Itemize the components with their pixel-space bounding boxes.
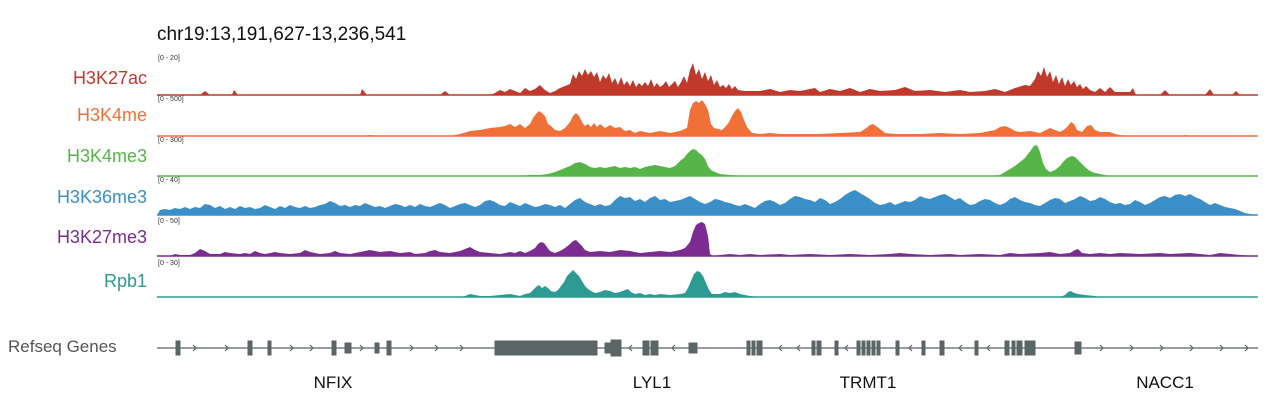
exon: [861, 340, 866, 356]
signal-h3k36me3: [157, 190, 1258, 215]
exon: [974, 340, 979, 356]
exon: [816, 340, 822, 356]
range-label-rpb1: [0 - 30]: [158, 260, 180, 267]
range-label-h3k4me: [0 - 500]: [158, 96, 184, 103]
signal-rpb1: [157, 270, 1258, 297]
exon: [895, 340, 900, 356]
gene-label-lyl1: LYL1: [632, 373, 672, 392]
exon: [939, 340, 945, 356]
track-label-h3k36me3: H3K36me3: [56, 187, 147, 207]
exon: [1004, 340, 1010, 356]
exon: [386, 340, 392, 356]
exon: [1016, 340, 1023, 356]
track-h3k4me3: [157, 145, 1258, 177]
exon: [856, 340, 861, 356]
refseq-genes-track: [157, 339, 1258, 357]
exon: [650, 340, 659, 356]
range-label-h3k27ac: [0 - 20]: [158, 55, 180, 62]
exon: [344, 342, 352, 354]
exon: [1024, 340, 1036, 356]
exon: [876, 340, 881, 356]
exon: [751, 340, 756, 356]
signal-h3k27ac: [157, 63, 1258, 95]
exon: [921, 340, 926, 356]
exon: [871, 340, 876, 356]
track-label-h3k27me3: H3K27me3: [56, 227, 147, 247]
exon: [610, 339, 622, 357]
strand-arrows-reverse: [628, 344, 991, 352]
signal-h3k4me: [157, 100, 1258, 136]
track-label-h3k4me3: H3K4me3: [66, 146, 147, 166]
exon: [494, 340, 598, 356]
gene-label-trmt1: TRMT1: [839, 373, 897, 392]
strand-arrows-forward: [192, 344, 1249, 352]
range-label-h3k36me3: [0 - 40]: [158, 177, 180, 184]
exon: [688, 342, 698, 354]
exon: [374, 342, 380, 354]
exon: [746, 340, 751, 356]
exon: [866, 340, 871, 356]
exon: [267, 340, 272, 356]
exon: [604, 342, 612, 354]
range-label-h3k27me3: [0 - 50]: [158, 218, 180, 225]
track-h3k27ac: [157, 63, 1258, 96]
range-label-h3k4me3: [0 - 300]: [158, 137, 184, 144]
track-h3k36me3: [157, 190, 1258, 216]
exon: [642, 340, 650, 356]
exon: [247, 340, 253, 356]
exon: [1074, 341, 1082, 355]
region-title: chr19:13,191,627-13,236,541: [157, 24, 407, 45]
signal-h3k4me3: [157, 145, 1258, 176]
exon: [1011, 340, 1016, 356]
track-label-h3k27ac: H3K27ac: [72, 68, 147, 88]
gene-label-nfix: NFIX: [313, 373, 353, 392]
gene-label-nacc1: NACC1: [1136, 373, 1194, 392]
track-label-h3k4me: H3K4me: [76, 105, 147, 125]
track-rpb1: [157, 270, 1258, 298]
exon: [834, 340, 839, 356]
exon: [756, 340, 763, 356]
track-h3k27me3: [157, 222, 1258, 257]
exon: [175, 340, 181, 356]
track-label-rpb1: Rpb1: [103, 271, 147, 291]
exon: [331, 340, 337, 356]
track-h3k4me: [157, 100, 1258, 137]
refseq-track-label: Refseq Genes: [8, 337, 117, 356]
signal-h3k27me3: [157, 222, 1258, 256]
exon: [811, 340, 816, 356]
